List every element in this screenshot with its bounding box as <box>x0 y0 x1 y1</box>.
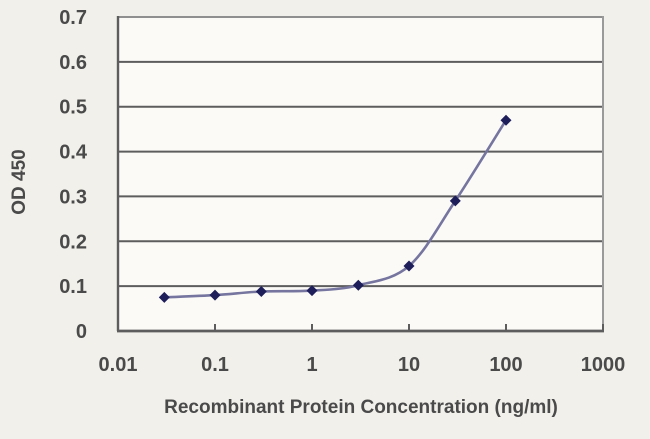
data-point <box>500 114 512 126</box>
data-point <box>449 195 461 207</box>
data-point <box>255 286 267 297</box>
y-tick-label: 0.3 <box>59 186 87 208</box>
x-tick-label: 1000 <box>581 354 626 376</box>
y-tick-label: 0.5 <box>59 97 87 119</box>
data-point <box>352 279 364 291</box>
y-tick-label: 0.2 <box>59 231 87 253</box>
x-tick-label: 10 <box>398 354 420 376</box>
x-tick-label: 0.1 <box>201 354 229 376</box>
plot-layer: 0 0.1 0.2 0.3 0.4 0.5 0.6 0.7 0.01 0.1 1 10 100 1000 <box>59 7 625 376</box>
x-tick-label: 1 <box>306 354 317 376</box>
y-axis-title: OD 450 <box>9 149 30 214</box>
y-tick-label: 0 <box>76 321 87 343</box>
data-point <box>306 285 318 297</box>
y-tick-label: 0.7 <box>59 7 87 29</box>
plot-background <box>118 17 603 331</box>
y-tick-label: 0.1 <box>59 276 87 298</box>
data-point <box>403 260 415 272</box>
y-tick-label: 0.4 <box>59 142 88 164</box>
data-point <box>209 289 221 301</box>
x-axis-title: Recombinant Protein Concentration (ng/ml… <box>164 397 558 418</box>
x-tick-label: 100 <box>489 354 522 376</box>
x-tick-label: 0.01 <box>99 354 138 376</box>
data-point <box>158 291 170 303</box>
y-tick-label: 0.6 <box>59 52 87 74</box>
